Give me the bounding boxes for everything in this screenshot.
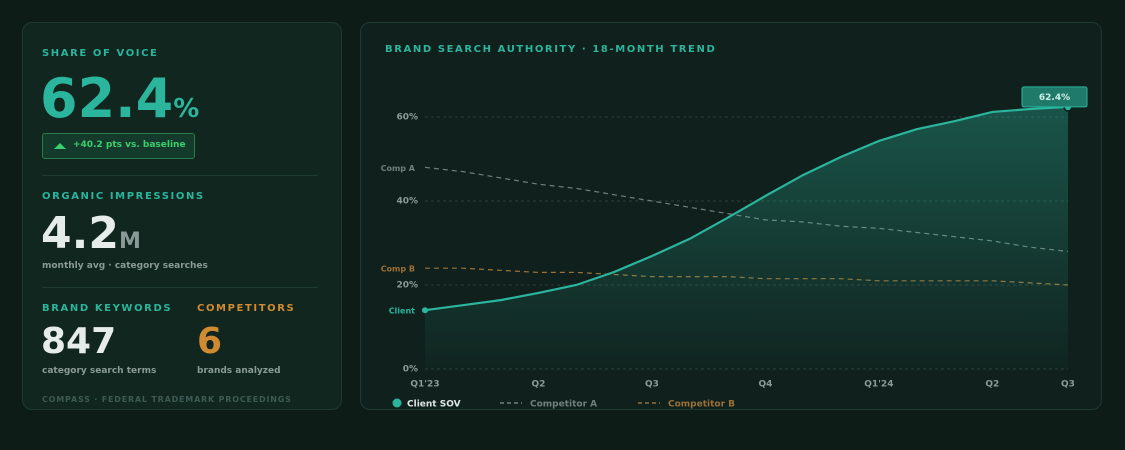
kpi-note: brands analyzed xyxy=(197,366,281,376)
kpi-number: 4.2 xyxy=(41,208,119,259)
series-line xyxy=(424,105,1069,312)
kpi-value: 4.2M xyxy=(41,212,141,256)
kpi-unit: M xyxy=(118,229,141,254)
x-tick-label: Q2 xyxy=(985,380,999,390)
x-tick-label: Q1'23 xyxy=(410,380,439,390)
divider xyxy=(42,175,318,176)
y-tick-label: 40% xyxy=(396,197,418,207)
legend-swatch xyxy=(392,398,402,408)
kpi-note: monthly avg · category searches xyxy=(42,261,208,271)
kpi-panel xyxy=(22,22,342,410)
kpi-unit: % xyxy=(173,94,200,124)
footer: COMPASS · FEDERAL TRADEMARK PROCEEDINGS xyxy=(42,395,292,404)
series-label: Client xyxy=(389,307,415,316)
kpi-label: ORGANIC IMPRESSIONS xyxy=(42,191,205,202)
kpi-label: COMPETITORS xyxy=(197,303,296,314)
badge-text: +40.2 pts vs. baseline xyxy=(73,140,186,150)
kpi-value: 847 xyxy=(41,321,117,362)
area xyxy=(425,106,1068,370)
kpi-value: 62.4% xyxy=(40,72,199,126)
divider xyxy=(42,287,318,288)
badge: +40.2 pts vs. baseline xyxy=(42,133,195,159)
value-label: 62.4% xyxy=(1039,93,1070,103)
series-label: Comp B xyxy=(381,265,415,274)
kpi-label: BRAND KEYWORDS xyxy=(42,303,173,314)
x-tick-label: Q2 xyxy=(532,380,546,390)
kpi-label: SHARE OF VOICE xyxy=(42,48,159,59)
legend-label: Client SOV xyxy=(407,400,461,410)
series-label: Comp A xyxy=(381,164,416,173)
x-tick-label: Q1'24 xyxy=(864,380,893,390)
kpi-note: category search terms xyxy=(42,366,157,376)
y-tick-label: 60% xyxy=(396,113,418,123)
legend-label: Competitor A xyxy=(530,400,597,410)
y-tick-label: 0% xyxy=(403,365,418,375)
start-point xyxy=(422,307,428,314)
kpi-number: 62.4 xyxy=(40,67,174,130)
legend-label: Competitor B xyxy=(668,400,735,410)
chart-title: BRAND SEARCH AUTHORITY · 18-MONTH TREND xyxy=(385,44,716,55)
kpi-value: 6 xyxy=(197,321,223,362)
x-tick-label: Q4 xyxy=(758,380,772,390)
x-tick-label: Q3 xyxy=(1061,380,1075,390)
y-tick-label: 20% xyxy=(396,281,418,291)
callout-box xyxy=(1021,86,1088,108)
x-tick-label: Q3 xyxy=(645,380,659,390)
up-icon xyxy=(54,143,66,149)
